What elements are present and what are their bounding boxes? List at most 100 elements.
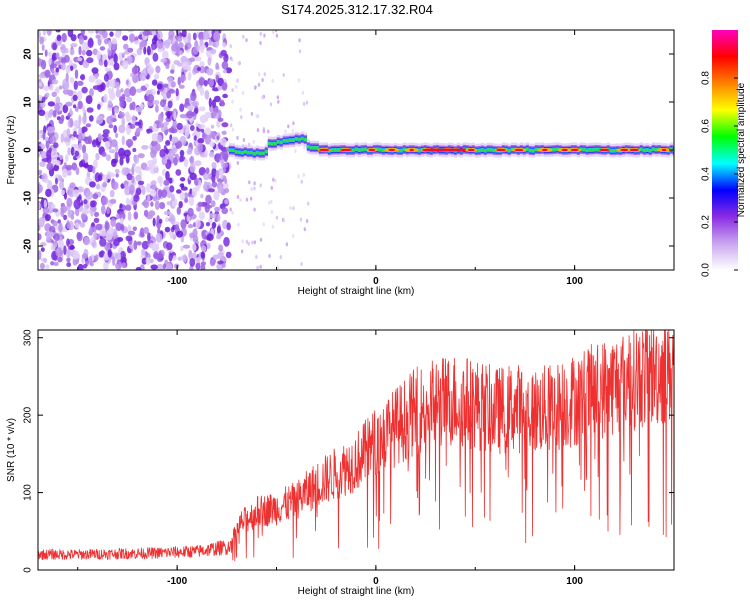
signal-cell: [651, 148, 655, 151]
noise-speck: [77, 57, 83, 62]
noise-speck: [131, 165, 135, 176]
noise-speck: [155, 104, 159, 113]
noise-speck: [191, 100, 199, 108]
noise-speck: [262, 222, 265, 227]
noise-speck: [97, 103, 101, 110]
noise-speck: [73, 130, 77, 138]
noise-speck: [102, 132, 109, 138]
noise-speck: [203, 172, 210, 181]
noise-speck: [187, 147, 193, 155]
noise-speck: [109, 189, 115, 198]
noise-speck: [149, 189, 157, 197]
snr-frame: [37, 329, 675, 571]
noise-speck: [217, 117, 224, 123]
noise-speck: [47, 181, 52, 191]
noise-speck: [71, 136, 75, 141]
noise-speck: [191, 243, 197, 251]
noise-speck: [52, 42, 57, 51]
noise-speck: [247, 241, 250, 246]
noise-speck: [123, 43, 129, 50]
noise-speck: [69, 65, 74, 71]
noise-speck: [215, 170, 220, 180]
noise-speck: [142, 68, 149, 77]
noise-speck: [163, 210, 171, 216]
noise-speck: [45, 140, 50, 149]
noise-speck: [277, 99, 280, 104]
signal-cell: [648, 149, 652, 152]
noise-speck: [108, 40, 112, 49]
noise-speck: [40, 151, 47, 159]
noise-speck: [109, 91, 116, 101]
noise-speck: [51, 91, 57, 98]
noise-speck: [240, 115, 243, 120]
signal-cell: [231, 149, 235, 152]
noise-speck: [189, 155, 195, 165]
noise-speck: [134, 166, 142, 174]
noise-speck: [78, 133, 83, 142]
noise-speck: [175, 88, 179, 97]
noise-speck: [104, 221, 110, 232]
noise-speck: [107, 100, 112, 106]
noise-speck: [52, 220, 58, 227]
noise-speck: [261, 78, 264, 82]
noise-speck: [114, 31, 118, 38]
noise-speck: [205, 167, 210, 174]
noise-speck: [180, 245, 184, 252]
noise-speck: [115, 81, 120, 90]
noise-speck: [178, 84, 185, 89]
noise-speck: [267, 129, 270, 134]
noise-speck: [169, 213, 175, 223]
noise-speck: [180, 219, 187, 229]
noise-speck: [94, 73, 99, 80]
noise-speck: [199, 61, 205, 68]
noise-speck: [114, 168, 120, 174]
signal-cell: [354, 148, 358, 151]
noise-speck: [51, 69, 55, 74]
noise-speck: [44, 214, 51, 222]
noise-speck: [182, 254, 188, 263]
noise-speck: [147, 232, 151, 242]
noise-speck: [178, 201, 183, 209]
signal-hotspot: [388, 148, 396, 152]
noise-speck: [176, 206, 181, 215]
noise-speck: [145, 166, 150, 171]
noise-speck: [221, 130, 227, 135]
signal-hotspot: [620, 148, 629, 152]
noise-speck: [198, 167, 206, 176]
noise-speck: [136, 241, 142, 246]
noise-speck: [208, 188, 215, 193]
noise-speck: [98, 60, 104, 66]
noise-speck: [216, 263, 224, 270]
noise-speck: [237, 61, 240, 66]
signal-cell: [582, 148, 586, 151]
noise-speck: [69, 117, 74, 128]
noise-speck: [40, 242, 47, 247]
noise-speck: [188, 250, 193, 261]
spectrogram-y-axis-label: Frequency (Hz): [6, 116, 17, 185]
noise-speck: [141, 145, 149, 150]
noise-speck: [221, 207, 228, 215]
noise-speck: [38, 233, 42, 241]
noise-speck: [209, 258, 216, 267]
noise-speck: [179, 177, 186, 182]
noise-speck: [55, 96, 61, 105]
noise-speck: [63, 137, 71, 143]
noise-speck: [136, 187, 142, 196]
noise-speck: [168, 177, 173, 184]
noise-speck: [253, 186, 256, 191]
noise-speck: [173, 263, 180, 269]
noise-speck: [121, 167, 128, 176]
noise-speck: [87, 135, 92, 145]
noise-speck: [165, 140, 171, 146]
noise-speck: [184, 45, 188, 51]
noise-speck: [132, 147, 137, 153]
noise-speck: [41, 157, 49, 163]
noise-speck: [56, 34, 62, 41]
noise-speck: [46, 150, 52, 160]
noise-speck: [126, 113, 132, 123]
noise-speck: [118, 111, 125, 118]
signal-cell: [552, 148, 556, 151]
noise-speck: [125, 154, 130, 164]
noise-speck: [204, 90, 210, 100]
